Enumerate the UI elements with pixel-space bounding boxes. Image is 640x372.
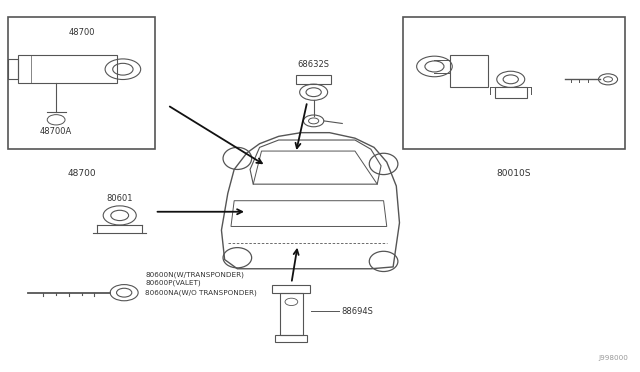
Text: 48700: 48700	[68, 28, 95, 37]
Text: 48700: 48700	[67, 170, 96, 179]
Text: J998000: J998000	[598, 355, 628, 361]
Text: 80600P(VALET): 80600P(VALET)	[145, 279, 201, 286]
Text: 80601: 80601	[106, 193, 133, 202]
Text: 80010S: 80010S	[497, 170, 531, 179]
Text: 88694S: 88694S	[341, 307, 373, 315]
Text: 80600N(W/TRANSPONDER): 80600N(W/TRANSPONDER)	[145, 272, 244, 278]
Text: 68632S: 68632S	[298, 60, 330, 69]
Text: 80600NA(W/O TRANSPONDER): 80600NA(W/O TRANSPONDER)	[145, 289, 257, 296]
Bar	[8, 17, 155, 149]
Bar	[403, 17, 625, 149]
Text: 48700A: 48700A	[40, 127, 72, 136]
